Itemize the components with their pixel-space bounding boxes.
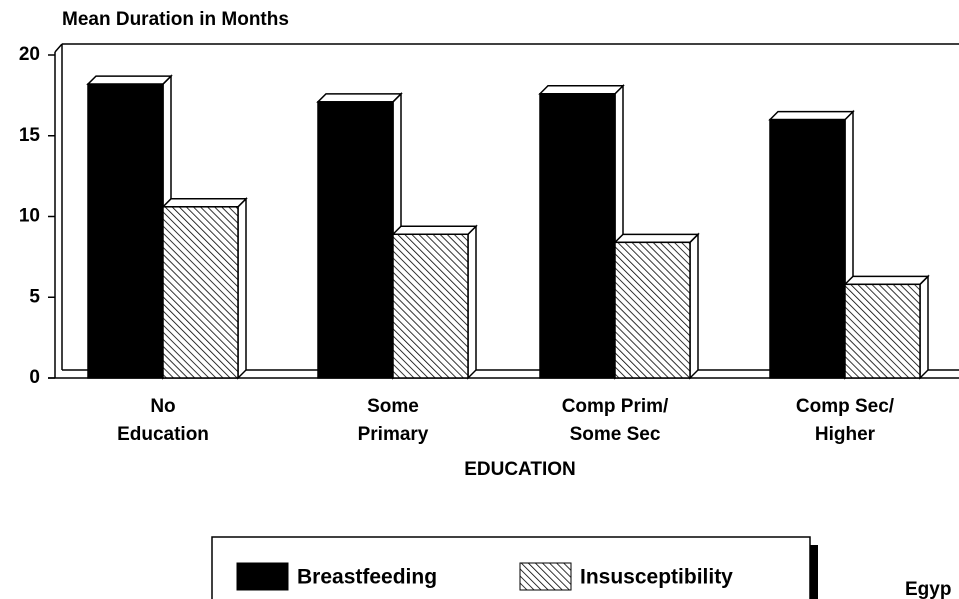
bar [844,283,921,379]
bar [162,206,239,379]
bar-top [768,110,855,121]
legend-label: Insusceptibility [580,566,733,589]
y-tick-label: 10 [19,206,40,227]
chart-title: Mean Duration in Months [62,9,289,30]
y-tick-label: 5 [29,286,40,307]
y-tick-label: 15 [19,125,41,146]
bar-side [919,274,929,380]
legend-swatch [519,562,572,591]
x-tick-label: Some Sec [570,424,661,445]
x-tick-label: Some [367,396,419,417]
bar [539,93,616,379]
x-tick-label: Primary [358,424,429,445]
bar [392,233,469,379]
bar-side [467,224,477,380]
legend-label: Breastfeeding [297,566,437,589]
bar-side [237,196,247,380]
bar [614,241,691,379]
x-tick-label: No [150,396,175,417]
x-tick-label: Comp Prim/ [562,396,669,417]
y-tick-label: 20 [19,44,40,65]
legend-swatch [236,562,289,591]
bar-side [689,232,699,380]
bar-top [161,198,248,208]
bar-top [86,75,173,85]
bar-top [538,85,625,95]
bar-top [613,233,700,244]
x-tick-label: Education [117,424,209,445]
bar [87,83,164,379]
y-tick-label: 0 [29,367,40,388]
x-axis-label: EDUCATION [464,459,576,480]
bar [769,118,846,379]
bar [317,101,394,379]
note: Egyp [905,579,951,599]
x-tick-label: Comp Sec/ [796,396,895,417]
legend [211,536,818,599]
bar-top [316,93,403,103]
x-tick-label: Higher [815,424,876,445]
bar-top [391,225,478,236]
bar-top [843,275,930,286]
